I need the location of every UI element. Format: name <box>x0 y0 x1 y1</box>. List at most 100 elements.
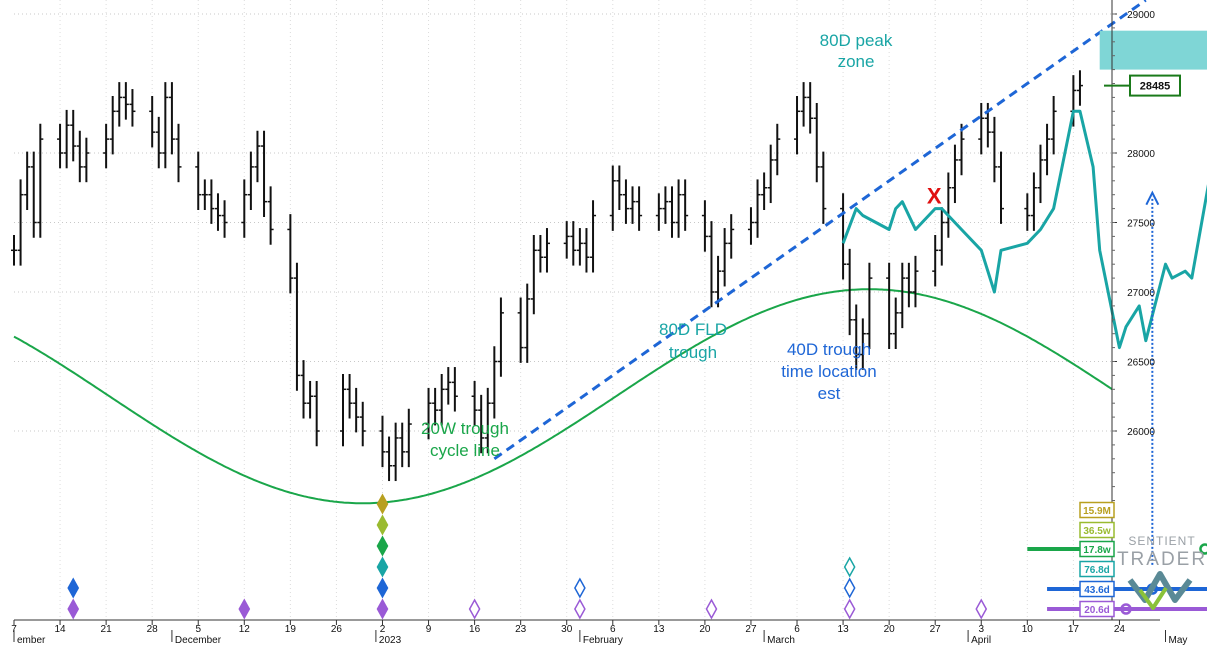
trough-estimate-label: 40D trough <box>787 340 871 359</box>
price-bar <box>254 130 261 183</box>
legend-badge: 36.5w <box>1079 521 1115 539</box>
price-bar <box>517 297 524 363</box>
x-tick-label: 30 <box>561 624 573 635</box>
y-tick-label: 27000 <box>1127 288 1155 299</box>
price-bar <box>846 248 853 336</box>
diamond-marker-icon <box>843 598 856 620</box>
x-tick-label: 19 <box>285 624 297 635</box>
legend-badge: 20.6d <box>1079 600 1115 618</box>
price-bar <box>201 179 208 210</box>
price-bar <box>300 360 307 419</box>
price-bar <box>208 179 215 224</box>
legend-badge-box <box>1079 600 1115 618</box>
price-bars <box>11 70 1083 482</box>
x-tick-label: 20 <box>699 624 711 635</box>
price-bar <box>1044 123 1051 176</box>
diamond-marker-icon <box>468 598 481 620</box>
brand-line1: SENTIENT <box>1128 534 1195 548</box>
month-label: February <box>583 635 623 646</box>
price-bar <box>399 422 406 468</box>
x-tick-label: 13 <box>838 624 850 635</box>
price-bar <box>754 179 761 238</box>
x-tick-label: 12 <box>239 624 251 635</box>
diamond-marker-icon <box>574 577 586 599</box>
arrow-up-icon <box>1145 190 1160 206</box>
price-bar <box>636 186 643 231</box>
price-bar <box>524 283 531 363</box>
price-bar <box>655 193 662 231</box>
price-bar <box>379 415 386 468</box>
price-bar <box>800 82 807 127</box>
x-tick-label: 3 <box>978 624 984 635</box>
trendline-dashed <box>493 0 1147 461</box>
diamond-marker-icon <box>843 556 856 578</box>
price-bar <box>313 380 320 447</box>
price-bar <box>886 262 893 349</box>
price-bar <box>241 179 248 238</box>
x-tick-label: 17 <box>1068 624 1080 635</box>
price-bar <box>11 235 17 266</box>
legend-badge: 76.8d <box>1079 560 1115 578</box>
price-bar <box>675 179 682 238</box>
price-bar <box>853 304 860 370</box>
month-label: ember <box>17 635 46 646</box>
price-bar <box>715 255 722 308</box>
price-bar <box>1030 172 1037 231</box>
price-bar <box>932 235 939 287</box>
price-bar <box>701 200 708 252</box>
x-tick-label: 10 <box>1022 624 1034 635</box>
price-bar <box>214 193 221 231</box>
price-bar <box>530 235 537 315</box>
price-bar <box>293 262 300 391</box>
price-bar <box>794 96 801 155</box>
legend-badge-box <box>1079 560 1115 578</box>
peak-zone-label: zone <box>838 52 875 71</box>
cycle-line-label: cycle line <box>430 441 500 460</box>
trough-markers <box>67 493 988 620</box>
month-label: May <box>1169 635 1188 646</box>
y-tick-label: 26000 <box>1127 427 1155 438</box>
x-tick-label: 27 <box>930 624 942 635</box>
diamond-marker-icon <box>376 577 389 599</box>
price-bar <box>405 408 412 468</box>
trough-estimate-label: est <box>818 384 841 403</box>
price-bar <box>1024 193 1031 231</box>
price-bar <box>221 200 228 238</box>
price-bar <box>905 262 912 308</box>
price-bar <box>353 387 360 433</box>
month-label: 2023 <box>379 635 402 646</box>
price-bar <box>37 123 44 238</box>
trough-estimate-label: time location <box>781 362 876 381</box>
price-bar <box>83 137 90 183</box>
price-bar <box>307 380 314 419</box>
price-bar <box>859 318 866 370</box>
price-bar <box>451 367 458 412</box>
price-bar <box>616 165 623 210</box>
cycle-20w-line <box>13 288 1113 505</box>
month-label: March <box>767 635 795 646</box>
diamond-marker-icon <box>376 598 389 620</box>
x-tick-label: 23 <box>515 624 527 635</box>
price-bar <box>682 179 689 231</box>
fld-80d-line <box>841 109 1207 350</box>
diamond-marker-icon <box>843 577 856 599</box>
x-tick-label: 9 <box>426 624 432 635</box>
price-bar <box>662 186 669 224</box>
price-bar <box>1050 96 1057 155</box>
price-bar <box>708 221 715 308</box>
price-bar <box>951 144 958 204</box>
cycle-bar <box>1112 607 1207 611</box>
price-bar <box>728 214 735 259</box>
legend-badge: 15.9M <box>1079 501 1115 519</box>
peak-zone-label: 80D peak <box>820 31 893 50</box>
price-bar <box>1037 144 1044 204</box>
price-bar <box>386 436 393 482</box>
legend-badge-label: 76.8d <box>1084 565 1110 576</box>
price-bar <box>122 82 129 120</box>
brand-mark-accent-icon <box>1138 586 1168 610</box>
price-bar <box>287 214 294 294</box>
price-bar <box>116 82 123 127</box>
y-tick-label: 27500 <box>1127 219 1155 230</box>
price-bar <box>945 172 952 238</box>
price-bar <box>484 387 491 454</box>
